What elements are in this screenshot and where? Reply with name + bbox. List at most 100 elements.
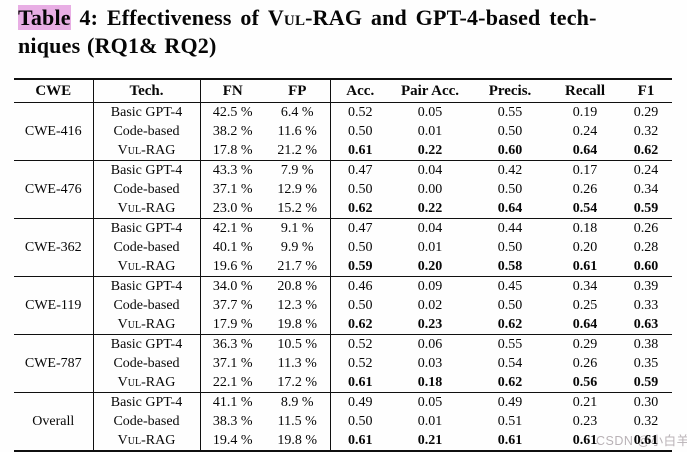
header-acc: Acc. [346,82,375,99]
table-row: CWE-119 Basic GPT-4 34.0 % 20.8 % 0.46 0.09 0.… [14,276,672,335]
cell-fp: 17.2 % [265,373,331,393]
cell-f1: 0.28 [633,239,659,255]
caption-line-2: niques (RQ1& RQ2) [18,33,217,58]
cell-fp: 12.9 % [265,180,331,199]
cell-f1: 0.39 [633,278,659,294]
caption-text-2: and GPT-4-based tech- [362,5,597,30]
cell-fn: 19.6 % [212,258,253,274]
cell-f1: 0.61 [633,432,659,448]
cell-fn: 34.0 % [212,278,253,294]
cell-tech: Basic GPT-4 [93,102,201,122]
cell-f1: 0.62 [633,142,659,158]
cell-f1: 0.32 [633,413,659,429]
cell-precis: 0.58 [497,258,523,274]
cell-acc: 0.59 [348,258,373,274]
cell-precis: 0.55 [497,104,523,120]
cell-fp: 9.1 % [265,218,331,238]
cell-fp: 20.8 % [265,276,331,296]
cell-fn: 38.2 % [212,123,253,139]
cell-fp: 19.8 % [265,431,331,451]
cell-tech: Vul-RAG [93,199,201,219]
cell-pair-acc: 0.04 [417,162,443,178]
cell-f1: 0.32 [633,123,659,139]
cell-tech: Basic GPT-4 [93,276,201,296]
header-tech: Tech. [93,79,201,103]
cell-acc: 0.50 [348,123,373,139]
cell-acc: 0.47 [348,162,373,178]
cell-recall: 0.21 [572,394,598,410]
cell-fn: 38.3 % [212,413,253,429]
cell-precis: 0.49 [497,394,523,410]
cell-recall: 0.61 [572,432,598,448]
table-row: Code-based 40.1 % 9.9 % 0.50 0.01 0.50 0.20 0.2… [14,238,672,257]
header-recall: Recall [565,82,605,99]
table-row: Vul-RAG 17.9 % 19.8 % 0.62 0.23 0.62 0.64 0.63 [14,315,672,335]
cell-recall: 0.61 [572,258,598,274]
cell-cwe: CWE-119 [14,276,94,335]
cwe-group: Overall Basic GPT-4 41.1 % 8.9 % 0.49 0.05 0.4… [14,392,672,451]
cell-recall: 0.29 [572,336,598,352]
cell-fp: 11.3 % [265,354,331,373]
table-row: CWE-362 Basic GPT-4 42.1 % 9.1 % 0.47 0.04 0.4… [14,218,672,277]
cell-precis: 0.60 [497,142,523,158]
cell-precis: 0.55 [497,336,523,352]
table-row: Vul-RAG 19.6 % 21.7 % 0.59 0.20 0.58 0.61 0.60 [14,257,672,277]
header-fn: FN [222,82,243,99]
cell-precis: 0.50 [497,297,523,313]
cell-pair-acc: 0.04 [417,220,443,236]
cell-tech: Vul-RAG [93,315,201,335]
cell-recall: 0.19 [572,104,598,120]
cell-tech: Code-based [93,354,201,373]
cell-cwe: CWE-416 [14,102,94,161]
cell-pair-acc: 0.21 [417,432,443,448]
cell-acc: 0.50 [348,239,373,255]
cell-fp: 21.7 % [265,257,331,277]
cell-f1: 0.38 [633,336,659,352]
table-row: Vul-RAG 22.1 % 17.2 % 0.61 0.18 0.62 0.56 0.59 [14,373,672,393]
cell-fn: 17.9 % [212,316,253,332]
cell-recall: 0.23 [572,413,598,429]
cell-tech: Code-based [93,412,201,431]
cell-acc: 0.49 [348,394,373,410]
cell-f1: 0.35 [633,355,659,371]
cell-fp: 7.9 % [265,160,331,180]
cell-recall: 0.17 [572,162,598,178]
caption-text-1: 4: Effectiveness of [70,5,268,30]
caption-vulrag-name: Vul-RAG [267,5,363,30]
cell-tech: Basic GPT-4 [93,334,201,354]
cell-tech: Code-based [93,296,201,315]
cell-recall: 0.25 [572,297,598,313]
cell-fp: 15.2 % [265,199,331,219]
table-row: Code-based 37.1 % 11.3 % 0.52 0.03 0.54 0.26 0.… [14,354,672,373]
cell-f1: 0.26 [633,220,659,236]
cell-pair-acc: 0.22 [417,200,443,216]
cell-tech: Basic GPT-4 [93,160,201,180]
cell-acc: 0.62 [348,316,373,332]
table-row: Vul-RAG 17.8 % 21.2 % 0.61 0.22 0.60 0.64 0.62 [14,141,672,161]
cell-f1: 0.30 [633,394,659,410]
table-row: Code-based 37.1 % 12.9 % 0.50 0.00 0.50 0.26 0.… [14,180,672,199]
cell-acc: 0.61 [348,142,373,158]
cell-cwe: Overall [14,392,94,451]
cell-pair-acc: 0.02 [417,297,443,313]
cell-precis: 0.54 [497,355,523,371]
table-row: Overall Basic GPT-4 41.1 % 8.9 % 0.49 0.05 0.4… [14,392,672,451]
cell-recall: 0.56 [572,374,598,390]
cwe-group: CWE-362 Basic GPT-4 42.1 % 9.1 % 0.47 0.04 0.4… [14,218,672,277]
cell-fn: 22.1 % [212,374,253,390]
cell-recall: 0.64 [572,142,598,158]
cell-fp: 12.3 % [265,296,331,315]
cell-precis: 0.44 [497,220,523,236]
cell-pair-acc: 0.05 [417,104,443,120]
cell-tech: Vul-RAG [93,373,201,393]
table-row: Code-based 38.2 % 11.6 % 0.50 0.01 0.50 0.24 0.… [14,122,672,141]
cell-acc: 0.50 [348,297,373,313]
cell-fp: 11.6 % [265,122,331,141]
cell-pair-acc: 0.05 [417,394,443,410]
cell-acc: 0.52 [348,355,373,371]
cell-precis: 0.61 [497,432,523,448]
header-fp: FP [265,79,331,103]
cell-acc: 0.52 [348,336,373,352]
cell-recall: 0.26 [572,181,598,197]
cell-f1: 0.24 [633,162,659,178]
